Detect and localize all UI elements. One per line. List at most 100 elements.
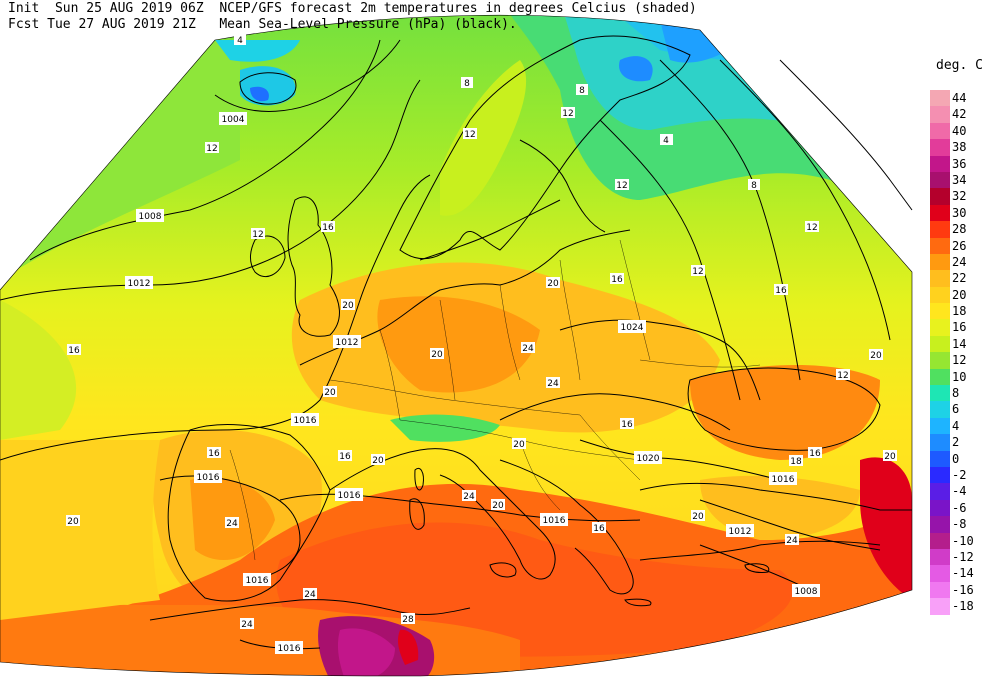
colorbar-swatch — [930, 548, 950, 566]
temp-label: 24 — [303, 588, 317, 600]
isobar-label: 1012 — [726, 524, 754, 537]
colorbar-label: -6 — [952, 500, 967, 515]
colorbar-label: 24 — [952, 254, 967, 269]
colorbar-label: 10 — [952, 369, 967, 384]
colorbar-swatch — [930, 401, 950, 418]
colorbar-label: 34 — [952, 172, 967, 187]
svg-text:1016: 1016 — [197, 473, 220, 483]
colorbar-swatch — [930, 204, 950, 222]
temp-label: 20 — [512, 438, 526, 450]
svg-text:16: 16 — [621, 420, 633, 430]
temp-label: 16 — [620, 418, 634, 430]
isobar-label: 1004 — [219, 112, 247, 125]
colorbar-label: -16 — [952, 582, 974, 597]
svg-text:20: 20 — [342, 301, 354, 311]
svg-text:1012: 1012 — [729, 527, 752, 537]
colorbar-entry: 44 — [930, 90, 990, 107]
svg-text:8: 8 — [579, 86, 585, 96]
svg-text:16: 16 — [68, 346, 80, 356]
colorbar-label: -2 — [952, 467, 967, 482]
svg-text:8: 8 — [751, 181, 757, 191]
svg-text:1012: 1012 — [336, 338, 359, 348]
svg-text:1020: 1020 — [637, 454, 660, 464]
colorbar-swatch — [930, 434, 950, 451]
isobar-label: 1016 — [769, 472, 797, 485]
svg-text:8: 8 — [464, 79, 470, 89]
temp-label: 16 — [610, 273, 624, 285]
colorbar-swatch — [930, 253, 950, 271]
svg-text:20: 20 — [884, 452, 896, 462]
colorbar-entry: 6 — [930, 401, 990, 418]
colorbar-label: -4 — [952, 484, 967, 499]
isobar-lines — [0, 39, 913, 650]
svg-text:20: 20 — [372, 456, 384, 466]
svg-text:16: 16 — [611, 275, 623, 285]
temp-label: 20 — [430, 348, 444, 360]
temp-label: 20 — [883, 450, 897, 462]
svg-text:18: 18 — [790, 457, 802, 467]
temp-label: 16 — [67, 344, 81, 356]
colorbar-swatch — [930, 286, 950, 304]
colorbar-swatch — [930, 352, 950, 369]
svg-text:4: 4 — [663, 136, 669, 146]
colorbar-label: 40 — [952, 123, 967, 138]
temp-label: 24 — [225, 517, 239, 529]
colorbar-label: 0 — [952, 451, 960, 466]
colorbar-swatch — [930, 368, 950, 386]
colorbar-title: deg. C — [936, 58, 983, 73]
colorbar-label: -10 — [952, 533, 974, 548]
temp-label: 8 — [748, 179, 760, 191]
svg-text:20: 20 — [431, 350, 443, 360]
colorbar-swatch — [930, 450, 950, 467]
temp-label: 20 — [371, 454, 385, 466]
colorbar-entry: 28 — [930, 221, 990, 238]
colorbar-label: 26 — [952, 238, 967, 253]
temp-label: 16 — [808, 447, 822, 459]
colorbar-entry: 36 — [930, 155, 990, 172]
temp-label: 16 — [321, 221, 335, 233]
svg-text:20: 20 — [67, 517, 79, 527]
colorbar-label: 16 — [952, 320, 967, 335]
temp-label: 12 — [251, 228, 265, 240]
colorbar-swatch — [930, 155, 950, 172]
colorbar: 44 42 40 38 36 34 32 30 28 26 24 22 20 18 16 14 12 10 8 6 4 2… — [930, 90, 990, 615]
temp-label: 24 — [521, 342, 535, 354]
colorbar-label: 28 — [952, 222, 967, 237]
temp-label: 12 — [615, 179, 629, 191]
colorbar-entry: -10 — [930, 532, 990, 549]
colorbar-label: -12 — [952, 549, 974, 564]
temp-label: 20 — [66, 515, 80, 527]
colorbar-swatch — [930, 90, 950, 107]
isobar-label: 1016 — [194, 470, 222, 483]
colorbar-entry: -6 — [930, 499, 990, 517]
colorbar-swatch — [930, 516, 950, 533]
svg-text:1012: 1012 — [128, 279, 151, 289]
colorbar-entry: -2 — [930, 466, 990, 484]
svg-text:20: 20 — [547, 279, 559, 289]
colorbar-entry: 2 — [930, 434, 990, 451]
colorbar-entry: 16 — [930, 319, 990, 336]
temp-label: 20 — [341, 299, 355, 311]
colorbar-entry: 32 — [930, 188, 990, 205]
svg-text:1008: 1008 — [795, 587, 818, 597]
temp-label: 24 — [462, 490, 476, 502]
svg-text:16: 16 — [339, 452, 351, 462]
forecast-time-line: Fcst Tue 27 AUG 2019 21Z Mean Sea-Level … — [8, 17, 517, 33]
colorbar-swatch — [930, 532, 950, 549]
temp-label: 20 — [691, 510, 705, 522]
svg-text:16: 16 — [809, 449, 821, 459]
temp-label: 24 — [546, 377, 560, 389]
colorbar-entry: 4 — [930, 417, 990, 435]
isobar-label: 1012 — [125, 276, 153, 289]
svg-text:1016: 1016 — [543, 516, 566, 526]
colorbar-entry: 30 — [930, 204, 990, 222]
svg-text:1016: 1016 — [278, 644, 301, 654]
colorbar-entry: 34 — [930, 171, 990, 189]
svg-text:4: 4 — [237, 36, 243, 46]
temp-label: 8 — [576, 84, 588, 96]
svg-text:1016: 1016 — [294, 416, 317, 426]
colorbar-swatch — [930, 335, 950, 353]
temp-label: 16 — [338, 450, 352, 462]
svg-text:1016: 1016 — [772, 475, 795, 485]
colorbar-label: -8 — [952, 517, 967, 532]
